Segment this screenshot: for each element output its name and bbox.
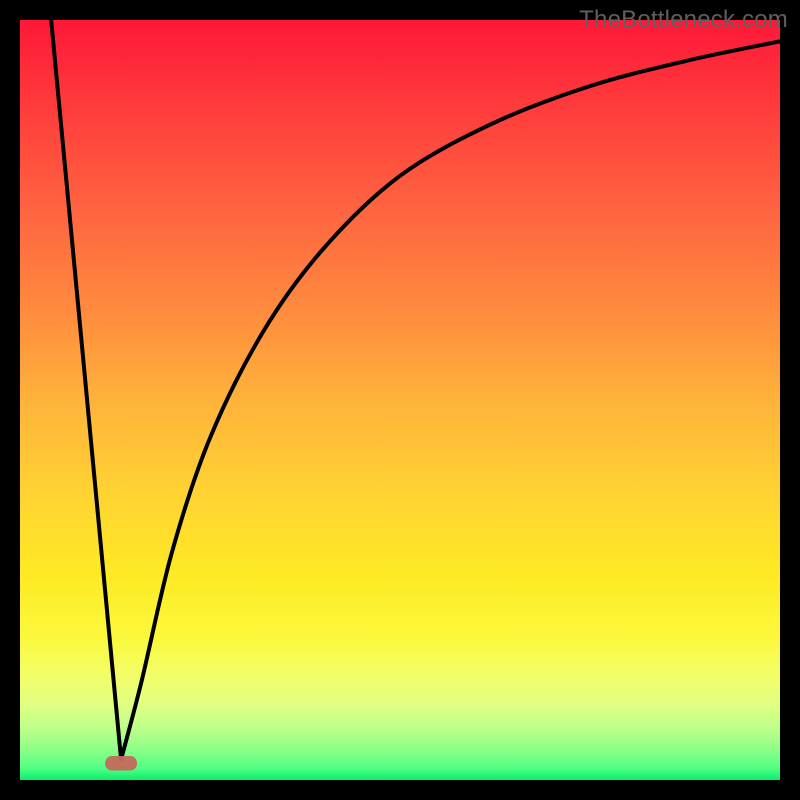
plot-background (20, 20, 780, 780)
bottleneck-curve-chart (0, 0, 800, 800)
minimum-marker (105, 756, 137, 770)
chart-container: TheBottleneck.com (0, 0, 800, 800)
watermark-text: TheBottleneck.com (579, 6, 788, 34)
